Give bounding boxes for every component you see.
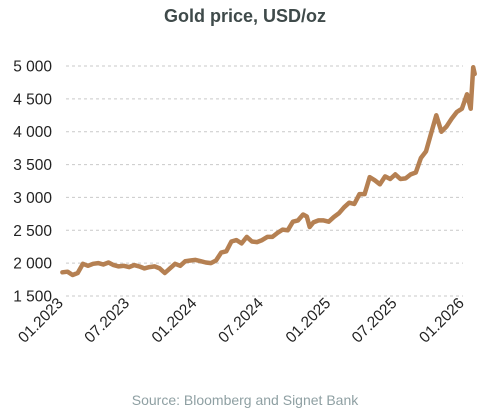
x-tick-label: 07.2025: [349, 295, 401, 347]
y-tick-label: 5 000: [13, 59, 52, 76]
x-axis-ticks: 01.2023 07.2023 01.2024 07.2024 01.2025 07.20…: [15, 295, 468, 347]
y-tick-label: 2 500: [13, 223, 52, 240]
series-layer: [60, 65, 477, 278]
y-axis-ticks: 5 000 4 500 4 000 3 500 3 000 2 500 2 000 1 500: [13, 59, 52, 306]
y-tick-label: 4 000: [13, 124, 52, 141]
source-note: Source: Bloomberg and Signet Bank: [131, 392, 359, 408]
x-tick-label: 01.2025: [283, 295, 335, 347]
y-tick-label: 1 500: [13, 289, 52, 306]
x-tick-label: 07.2024: [215, 295, 267, 347]
chart-title: Gold price, USD/oz: [163, 6, 327, 26]
y-tick-label: 3 000: [13, 190, 52, 207]
x-tick-label: 01.2024: [149, 295, 201, 347]
x-tick-label: 07.2023: [81, 295, 133, 347]
y-tick-label: 4 500: [13, 91, 52, 108]
x-tick-label: 01.2026: [416, 295, 468, 347]
y-tick-label: 2 000: [13, 256, 52, 273]
y-tick-label: 3 500: [13, 157, 52, 174]
grid-lines: [66, 65, 463, 297]
gold-price-line: [60, 65, 477, 278]
